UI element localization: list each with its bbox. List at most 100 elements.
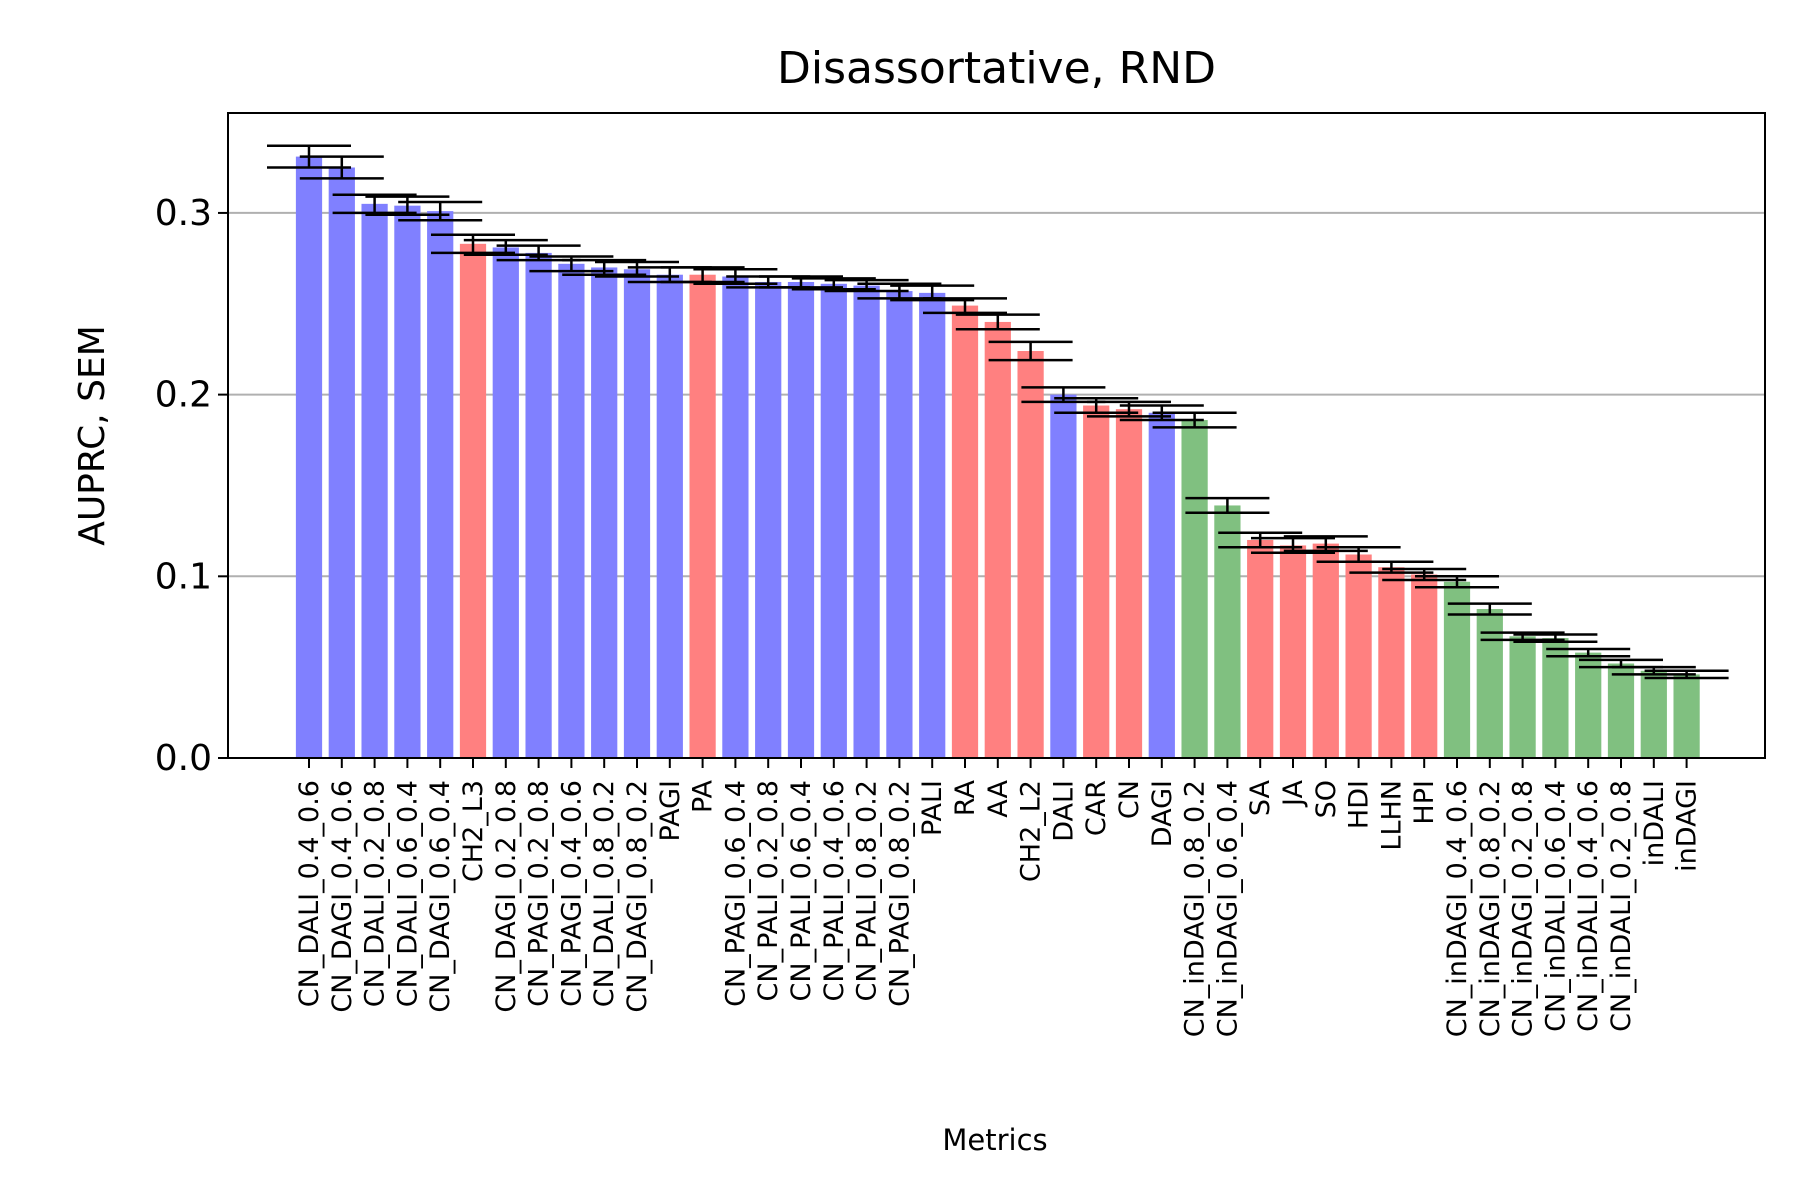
error-bar [463, 238, 548, 256]
x-tick-label: HDI [1344, 780, 1375, 829]
bar [919, 292, 946, 758]
bar [1673, 674, 1700, 758]
bar [1476, 609, 1503, 758]
error-bar [299, 155, 384, 180]
error-bar [1349, 560, 1434, 574]
x-tick-label: CN_PALI_0.4_0.6 [819, 780, 850, 1001]
bar [328, 167, 355, 758]
x-tick-label: RA [950, 779, 981, 816]
bar [755, 281, 782, 758]
bar [1509, 636, 1536, 758]
x-tick-label: CH2_L2 [1016, 780, 1047, 882]
x-tick-label: DALI [1048, 780, 1079, 842]
x-tick-label: CN_PAGI_0.2_0.8 [524, 780, 555, 1007]
x-tick-label: CN_DAGI_0.6_0.4 [425, 780, 456, 1013]
bar [1378, 567, 1405, 758]
x-tick-label: CN_inDAGI_0.8_0.2 [1475, 780, 1506, 1037]
x-tick-label: SO [1311, 780, 1342, 818]
bar [820, 283, 847, 758]
error-bar [923, 297, 1007, 315]
bar [1214, 505, 1241, 758]
error-bar [1513, 633, 1598, 643]
x-tick-label: CN_DALI_0.8_0.2 [589, 780, 620, 1007]
bar [1345, 554, 1372, 758]
x-tick-label: inDALI [1639, 780, 1670, 866]
error-bar [365, 195, 450, 216]
bar [787, 281, 815, 758]
error-bar [1546, 647, 1631, 658]
y-tick-label: 0.2 [155, 375, 212, 416]
bar [722, 276, 749, 758]
bar [1115, 409, 1143, 758]
x-tick-label: CN_PAGI_0.6_0.4 [720, 780, 751, 1007]
error-bar [1152, 411, 1237, 429]
x-tick-label: CN_inDALI_0.4_0.6 [1573, 780, 1604, 1032]
bar [1411, 574, 1438, 758]
error-bar [431, 233, 515, 255]
error-bar [398, 200, 483, 222]
error-bar [824, 278, 909, 293]
x-tick-label: AA [983, 779, 1014, 817]
bar [1575, 652, 1602, 758]
x-tick-label: CN_DAGI_0.2_0.8 [491, 780, 522, 1013]
x-tick-label: JA [1278, 779, 1309, 807]
bar [427, 211, 454, 758]
x-tick-label: CN_DAGI_0.4_0.6 [327, 780, 358, 1013]
bars [295, 156, 1700, 759]
y-tick-label: 0.1 [155, 556, 212, 597]
error-bar [1447, 602, 1532, 616]
bar [1279, 545, 1307, 758]
x-tick-label: CN_inDAGI_0.4_0.6 [1442, 780, 1473, 1037]
error-bar [1644, 669, 1729, 680]
x-tick-label: CN_PALI_0.2_0.8 [753, 780, 784, 1001]
bar [951, 305, 979, 758]
bar [1443, 581, 1471, 758]
y-axis: 0.0 0.1 0.2 0.3 [155, 193, 228, 779]
x-tick-label: CN_PALI_0.6_0.4 [786, 780, 817, 1001]
x-tick-label: CAR [1081, 780, 1112, 836]
x-tick-label: PAGI [655, 780, 686, 841]
y-tick-label: 0.3 [155, 193, 212, 234]
bar [361, 203, 388, 758]
bar [558, 263, 585, 758]
bar [886, 291, 913, 758]
bar [984, 321, 1011, 758]
x-tick-label: PA [688, 779, 719, 813]
bar [492, 247, 519, 759]
plot-frame [227, 112, 1766, 759]
x-tick-label: CN_DALI_0.6_0.4 [392, 780, 423, 1007]
bar [1050, 394, 1077, 758]
error-bar [955, 313, 1040, 331]
x-tick-label: CN_inDAGI_0.8_0.2 [1180, 780, 1211, 1037]
bar [394, 205, 421, 758]
chart-title: Disassortative, RND [777, 43, 1216, 94]
bar [1312, 543, 1339, 758]
x-tick-label: inDAGI [1672, 780, 1703, 872]
bar [623, 269, 651, 758]
x-tick-label: CN_DALI_0.2_0.8 [360, 780, 391, 1007]
error-bar [988, 340, 1073, 362]
bar [525, 252, 552, 758]
bar [1083, 405, 1110, 758]
y-axis-label: AUPRC, SEM [72, 325, 113, 546]
error-bar [1415, 575, 1499, 589]
x-tick-label: CN [1114, 780, 1145, 819]
bar [1542, 638, 1569, 758]
error-bar [1218, 531, 1303, 549]
bar [689, 274, 716, 758]
x-tick-label: CN_inDALI_0.2_0.8 [1606, 780, 1637, 1032]
error-bar [1185, 496, 1270, 514]
bar [1148, 412, 1175, 758]
x-tick-label: CN_inDALI_0.6_0.4 [1540, 780, 1571, 1032]
x-tick-label: CH2_L3 [458, 780, 489, 882]
bar [591, 267, 618, 758]
bar [1640, 670, 1667, 758]
x-tick-label: CN_DALI_0.4_0.6 [294, 780, 325, 1007]
x-tick-label: CN_inDAGI_0.2_0.8 [1508, 780, 1539, 1037]
x-tick-label: CN_PAGI_0.4_0.6 [556, 780, 587, 1007]
bar [295, 156, 323, 758]
bar [459, 243, 487, 758]
error-bar [595, 260, 679, 278]
x-tick-label: LLHN [1376, 780, 1407, 851]
